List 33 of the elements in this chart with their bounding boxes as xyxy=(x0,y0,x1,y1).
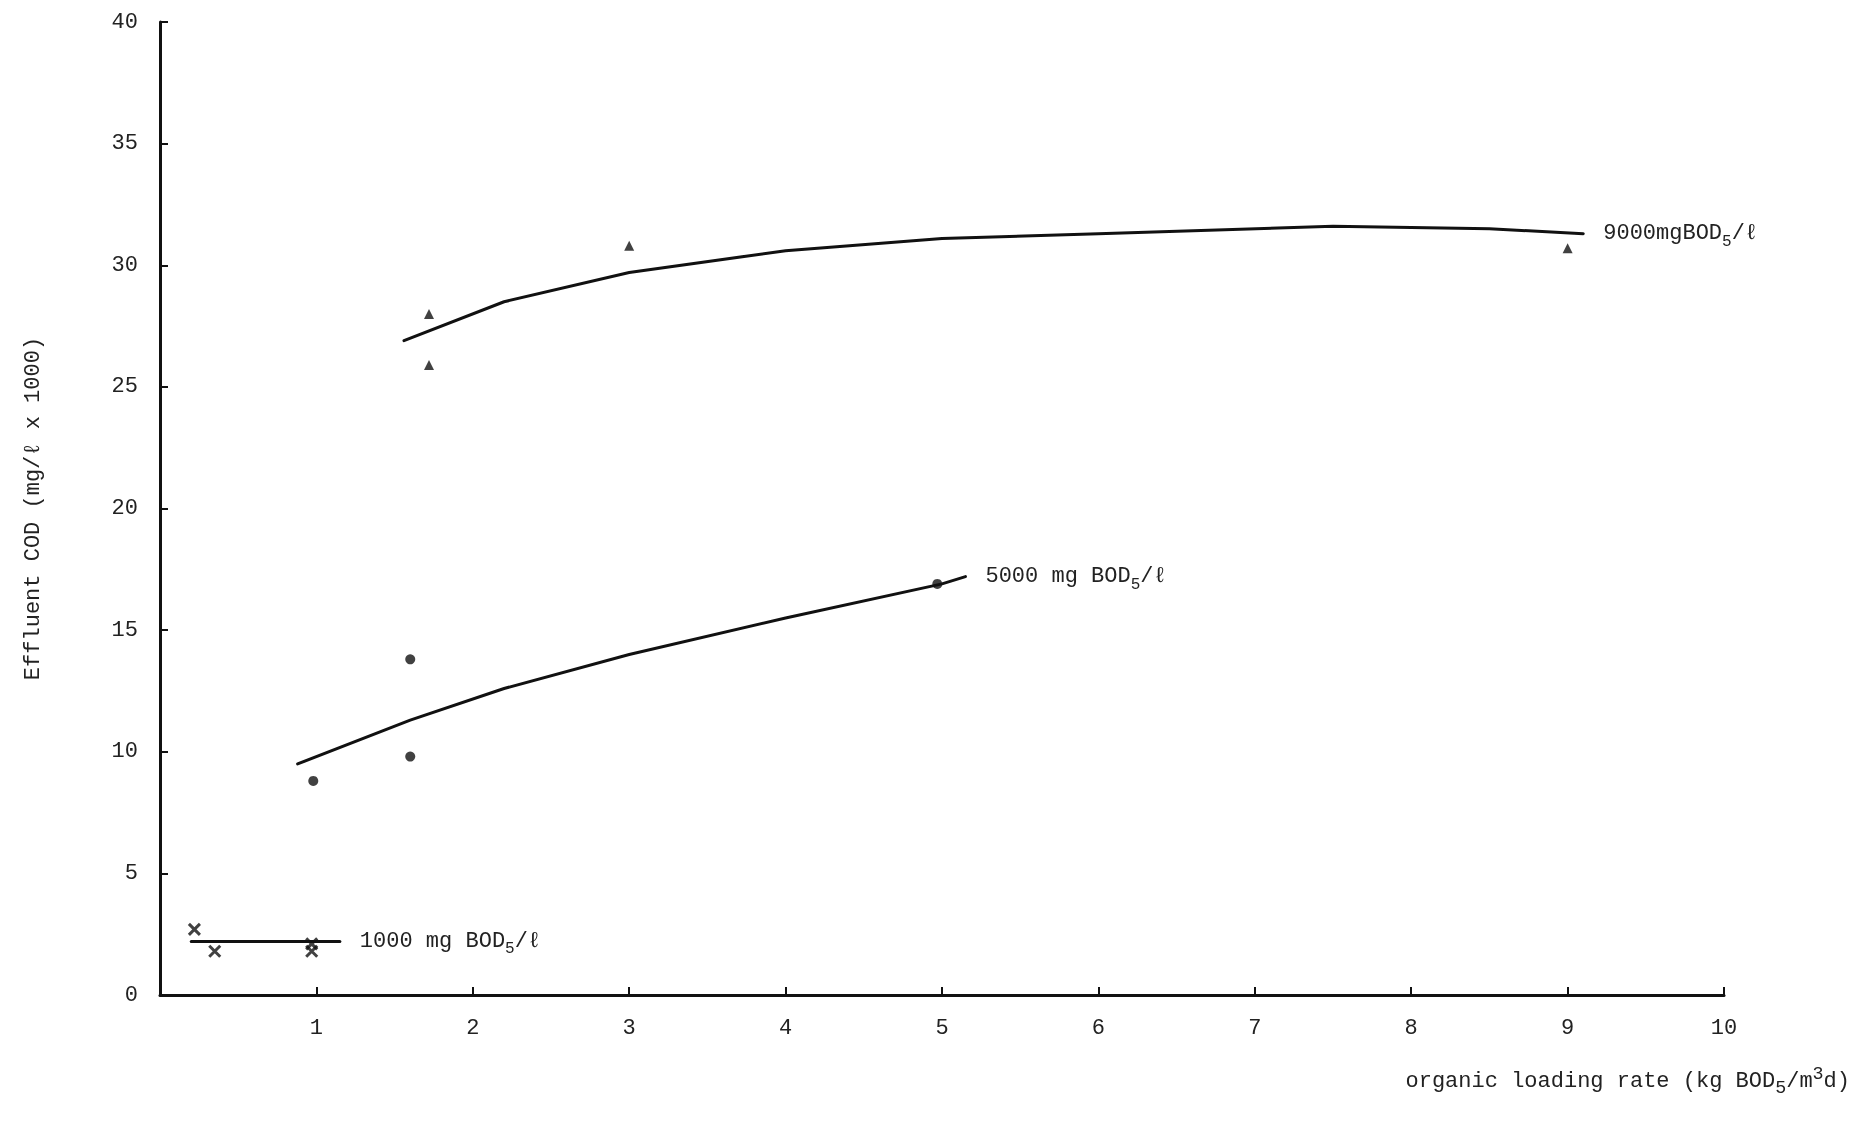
x-tick-label: 5 xyxy=(935,1015,949,1041)
point xyxy=(207,944,222,959)
x-tick-label: 6 xyxy=(1091,1015,1105,1041)
point xyxy=(187,922,202,937)
y-tick-label: 0 xyxy=(124,982,138,1008)
x-tick-label: 2 xyxy=(466,1015,480,1041)
y-tick-label: 10 xyxy=(111,739,138,765)
x-tick-label: 9 xyxy=(1561,1015,1575,1041)
x-tick-label: 7 xyxy=(1248,1015,1262,1041)
y-tick-label: 20 xyxy=(111,496,138,521)
y-tick-label: 5 xyxy=(124,860,138,886)
point xyxy=(308,775,319,786)
x-tick-label: 3 xyxy=(622,1015,636,1041)
point xyxy=(1562,243,1573,254)
x-axis-title: organic loading rate (kg BOD$_{5}$/m$^{3}$d) xyxy=(1405,1064,1850,1099)
y-tick-label: 40 xyxy=(111,9,138,35)
y-tick-label: 30 xyxy=(111,252,138,278)
x-tick-label: 1 xyxy=(309,1015,323,1041)
point xyxy=(424,359,435,370)
point xyxy=(405,654,416,665)
x-tick-label: 4 xyxy=(779,1015,793,1041)
point xyxy=(932,578,943,589)
x-tick-label: 10 xyxy=(1710,1015,1738,1041)
y-tick-label: 35 xyxy=(111,131,138,157)
y-axis-title: Effluent COD (mg/ℓ x 1000) xyxy=(20,336,46,681)
line-series xyxy=(296,575,967,766)
x-tick-label: 8 xyxy=(1404,1015,1418,1041)
point xyxy=(624,240,635,251)
point xyxy=(405,751,416,762)
point xyxy=(424,308,435,319)
y-tick-label: 15 xyxy=(111,617,138,643)
y-tick-label: 25 xyxy=(111,374,138,400)
line-series xyxy=(402,224,1585,343)
